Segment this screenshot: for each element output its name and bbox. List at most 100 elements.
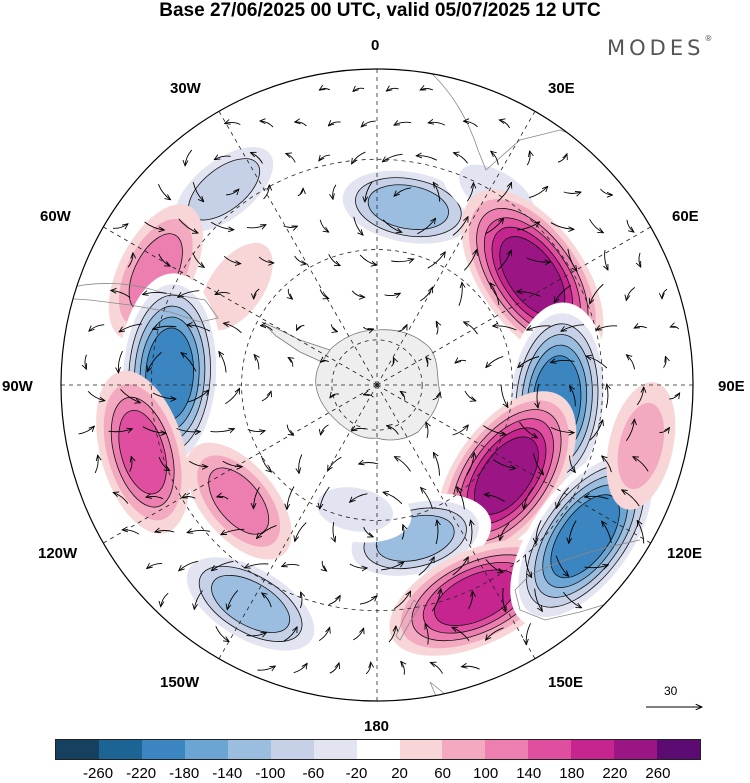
wind-vector xyxy=(550,426,574,432)
wind-vector xyxy=(394,187,412,196)
wind-vector xyxy=(227,589,239,609)
wind-vector xyxy=(94,455,98,474)
wind-vector xyxy=(297,188,303,197)
wind-vector xyxy=(626,219,634,232)
wind-vector xyxy=(179,560,199,571)
wind-vector xyxy=(350,493,368,503)
wind-vector xyxy=(428,122,446,126)
wind-vector xyxy=(176,428,201,432)
wind-vector xyxy=(394,122,412,125)
colorbar-tick-label: -180 xyxy=(169,765,200,782)
wind-vector xyxy=(556,487,570,509)
wind-vector xyxy=(330,324,337,331)
colorbar-bin xyxy=(356,740,400,759)
wind-vector xyxy=(519,421,537,438)
wind-vector xyxy=(436,321,438,335)
wind-vector xyxy=(427,252,446,269)
colorbar-bin xyxy=(98,740,142,759)
wind-vector xyxy=(118,350,123,373)
wind-vector xyxy=(257,666,276,670)
wind-vector xyxy=(153,326,177,329)
wind-vector xyxy=(321,424,329,435)
wind-vector xyxy=(463,121,478,128)
wind-vector xyxy=(330,394,340,398)
wind-vector xyxy=(320,360,329,362)
wind-vector xyxy=(633,457,649,472)
wind-vector xyxy=(349,563,367,568)
wind-vector xyxy=(382,219,402,233)
wind-vector xyxy=(328,122,341,126)
wind-vector xyxy=(143,292,167,294)
wind-vector xyxy=(363,527,374,537)
lon-label-150w: 150W xyxy=(160,674,200,691)
wind-vector xyxy=(147,563,163,568)
lon-label-90e: 90E xyxy=(718,378,745,395)
wind-vector xyxy=(144,221,165,230)
colorbar-tick-label: -220 xyxy=(126,765,157,782)
wind-vector xyxy=(127,253,133,268)
wind-vector xyxy=(181,353,197,372)
wind-vector xyxy=(108,429,133,432)
lon-label-0: 0 xyxy=(371,37,380,54)
wind-vector xyxy=(87,390,105,400)
colorbar-bin xyxy=(485,740,529,759)
wind-vector xyxy=(185,149,193,166)
wind-vector xyxy=(394,457,411,472)
lon-label-90w: 90W xyxy=(2,378,33,395)
wind-vector xyxy=(363,326,373,330)
wind-vector xyxy=(659,428,670,433)
wind-vector xyxy=(569,455,576,473)
wind-vector xyxy=(182,496,196,499)
wind-vector xyxy=(250,153,263,164)
wind-vector xyxy=(606,384,608,409)
colorbar-tick-label: 180 xyxy=(559,765,585,782)
wind-vector xyxy=(555,555,568,577)
wind-vector xyxy=(570,386,576,407)
anomaly-field xyxy=(96,135,676,660)
registered-mark: ® xyxy=(704,34,713,43)
wind-vector xyxy=(299,454,303,474)
wind-vector xyxy=(567,248,577,271)
wind-vector xyxy=(418,557,434,576)
wind-vector xyxy=(146,496,164,500)
wind-vector xyxy=(486,355,504,367)
colorbar-bin xyxy=(56,740,99,759)
wind-vector xyxy=(636,387,644,406)
wind-vector xyxy=(384,293,401,295)
colorbar-bin xyxy=(399,740,443,759)
wind-vector xyxy=(563,192,581,194)
wind-vector xyxy=(351,290,365,297)
colorbar-bin xyxy=(270,740,314,759)
wind-vector xyxy=(111,290,131,298)
wind-vector xyxy=(129,456,132,472)
wind-vector xyxy=(433,452,440,476)
wind-vector xyxy=(254,288,260,299)
lon-label-30w: 30W xyxy=(170,80,201,97)
wind-vector xyxy=(295,122,307,127)
wind-vector xyxy=(217,496,229,500)
wind-vector xyxy=(319,88,331,90)
colorbar-tick-label: 100 xyxy=(473,765,499,782)
wind-vector xyxy=(210,221,234,229)
wind-vector xyxy=(113,493,129,504)
wind-vector xyxy=(152,392,176,399)
colorbar-bin xyxy=(141,740,185,759)
wind-vector xyxy=(246,633,267,636)
anomaly-contour xyxy=(200,242,273,331)
wind-vector xyxy=(626,287,635,300)
lon-label-60w: 60W xyxy=(40,208,71,225)
wind-vector xyxy=(452,627,470,641)
wind-vector xyxy=(192,252,205,268)
wind-vector xyxy=(161,592,169,607)
wind-vector xyxy=(293,663,308,674)
wind-vector xyxy=(589,218,604,233)
wind-vector xyxy=(551,360,575,362)
wind-vector xyxy=(493,459,515,469)
wind-vector xyxy=(417,218,435,235)
wind-vector xyxy=(561,324,585,332)
wind-vector xyxy=(517,222,540,231)
wind-vector xyxy=(260,121,274,128)
wind-vector xyxy=(363,394,374,398)
wind-vector xyxy=(142,426,166,433)
